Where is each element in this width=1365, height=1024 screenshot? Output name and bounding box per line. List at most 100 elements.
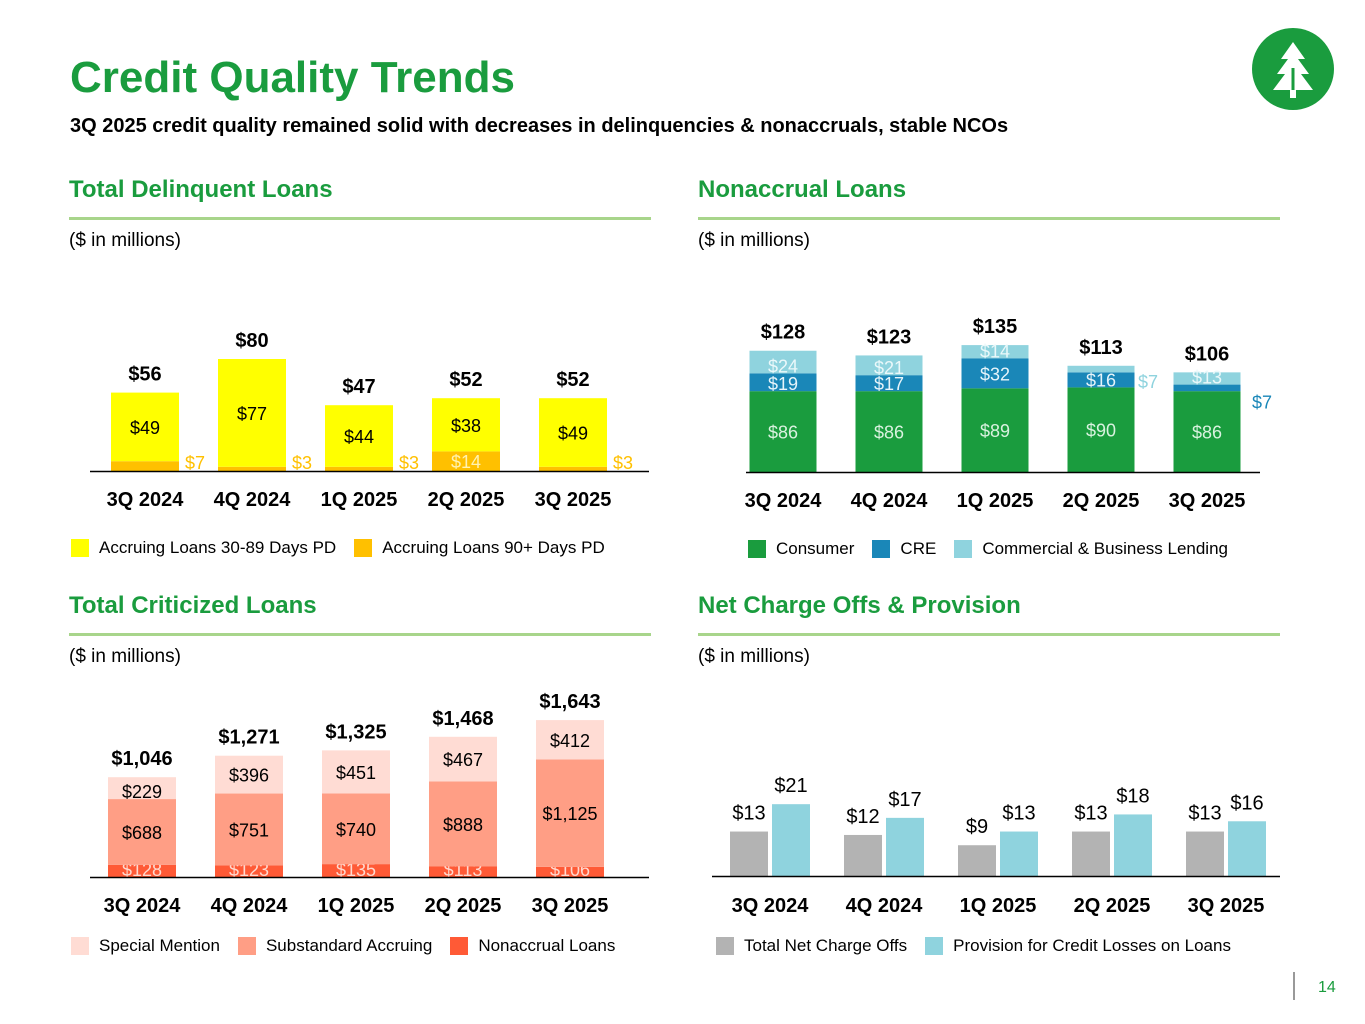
bar-value-label: $751 xyxy=(229,820,269,840)
units-label: ($ in millions) xyxy=(69,646,181,667)
bar-segment xyxy=(1173,391,1241,472)
bar-value-label: $451 xyxy=(336,763,376,783)
bar-value-label: $18 xyxy=(1116,785,1149,807)
bar-value-label: $16 xyxy=(1086,370,1116,390)
bar-segment xyxy=(1173,372,1241,385)
bar-total-label: $1,468 xyxy=(432,708,493,730)
bar-segment xyxy=(749,373,817,392)
legend-swatch xyxy=(716,937,734,955)
bar xyxy=(730,831,768,876)
bar-value-label: $13 xyxy=(1192,368,1222,388)
bar-value-label: $49 xyxy=(558,424,588,444)
net-charge-offs-chart: $13 $21 3Q 2024 $12 $17 4Q 2024 $9 $13 1Q 2025 $1… xyxy=(712,775,1280,917)
bar-segment xyxy=(218,466,286,471)
x-tick-label: 3Q 2025 xyxy=(1169,490,1246,512)
x-tick-label: 4Q 2024 xyxy=(851,490,929,512)
bar-value-label: $86 xyxy=(874,423,904,443)
x-tick-label: 3Q 2025 xyxy=(1188,895,1265,917)
bar-segment xyxy=(855,375,923,392)
bar xyxy=(1228,821,1266,876)
panel-net-charge-offs-provision: Net Charge Offs & Provision ($ in millio… xyxy=(698,592,1308,972)
bar-segment xyxy=(215,755,283,794)
bar-value-label: $396 xyxy=(229,766,269,786)
bar-segment xyxy=(218,359,286,467)
page-number: 14 xyxy=(1318,979,1336,996)
page-title: Credit Quality Trends xyxy=(70,53,515,102)
bar-segment xyxy=(961,345,1029,359)
legend-label: Nonaccrual Loans xyxy=(478,936,616,955)
x-tick-label: 3Q 2024 xyxy=(745,490,823,512)
bar-segment xyxy=(536,720,604,760)
bar-segment xyxy=(749,391,817,472)
bar-value-label: $13 xyxy=(732,803,765,825)
bar-total-label: $113 xyxy=(1079,337,1122,359)
units-label: ($ in millions) xyxy=(69,230,181,251)
bar-total-label: $1,271 xyxy=(218,727,279,749)
bar-total-label: $123 xyxy=(867,326,912,348)
bar-value-label: $412 xyxy=(550,731,590,751)
legend-swatch xyxy=(872,540,891,558)
bar xyxy=(1114,814,1152,876)
chart-legend: Total Net Charge Offs Provision for Credi… xyxy=(716,936,1249,956)
bar-value-label: $3 xyxy=(399,453,419,473)
bar-total-label: $106 xyxy=(1185,343,1230,365)
x-tick-label: 4Q 2024 xyxy=(214,489,292,511)
legend-label: Commercial & Business Lending xyxy=(982,539,1228,558)
bar-value-label: $13 xyxy=(1188,803,1221,825)
bar-segment xyxy=(322,864,390,877)
panel-title: Net Charge Offs & Provision xyxy=(698,592,1021,619)
legend-item: CRE xyxy=(872,539,936,559)
legend-swatch xyxy=(450,937,469,955)
legend-label: Accruing Loans 90+ Days PD xyxy=(382,538,605,557)
bar-value-label: $89 xyxy=(980,421,1010,441)
legend-item: Special Mention xyxy=(71,936,220,956)
bar-segment xyxy=(855,391,923,472)
bar-value-label: $19 xyxy=(768,374,798,394)
bar-total-label: $80 xyxy=(235,330,268,352)
bar-segment xyxy=(539,398,607,467)
bar-total-label: $128 xyxy=(761,322,806,344)
page-subtitle: 3Q 2025 credit quality remained solid wi… xyxy=(70,115,1009,137)
bar xyxy=(1072,831,1110,876)
legend-label: Accruing Loans 30-89 Days PD xyxy=(99,538,337,557)
panel-divider xyxy=(69,633,651,636)
bar-total-label: $1,643 xyxy=(539,691,600,713)
bar-segment xyxy=(111,461,179,471)
legend-item: Provision for Credit Losses on Loans xyxy=(925,936,1231,956)
legend-item: Commercial & Business Lending xyxy=(954,539,1228,559)
bar-segment xyxy=(1067,372,1135,388)
x-tick-label: 3Q 2024 xyxy=(732,895,810,917)
bar-segment xyxy=(108,864,176,877)
bar xyxy=(886,817,924,876)
x-tick-label: 3Q 2024 xyxy=(104,895,182,917)
bar-value-label: $12 xyxy=(846,806,879,828)
bar-value-label: $16 xyxy=(1230,792,1263,814)
bar-segment xyxy=(322,750,390,794)
chart-legend: Accruing Loans 30-89 Days PD Accruing Loa… xyxy=(71,538,623,558)
bar-value-label: $24 xyxy=(768,356,798,376)
bar-value-label: $49 xyxy=(130,418,160,438)
legend-swatch xyxy=(954,540,973,558)
bar-value-label: $90 xyxy=(1086,421,1116,441)
x-tick-label: 1Q 2025 xyxy=(318,895,395,917)
x-tick-label: 4Q 2024 xyxy=(846,895,924,917)
bar-total-label: $1,325 xyxy=(325,721,386,743)
legend-label: Special Mention xyxy=(99,936,220,955)
bar-segment xyxy=(961,388,1029,472)
bar-total-label: $56 xyxy=(128,364,161,386)
panel-title: Nonaccrual Loans xyxy=(698,176,907,203)
x-tick-label: 2Q 2025 xyxy=(428,489,505,511)
bar xyxy=(844,834,882,876)
bar-segment xyxy=(215,865,283,877)
legend-swatch xyxy=(71,937,89,955)
x-tick-label: 1Q 2025 xyxy=(960,895,1037,917)
bar-value-label: $32 xyxy=(980,364,1010,384)
legend-item: Consumer xyxy=(748,539,854,559)
bar-value-label: $14 xyxy=(980,341,1010,361)
bar-value-label: $135 xyxy=(336,860,376,880)
bar-value-label: $1,125 xyxy=(542,804,597,824)
panel-title: Total Criticized Loans xyxy=(69,592,317,619)
x-tick-label: 2Q 2025 xyxy=(425,895,502,917)
bar-segment xyxy=(749,350,817,374)
